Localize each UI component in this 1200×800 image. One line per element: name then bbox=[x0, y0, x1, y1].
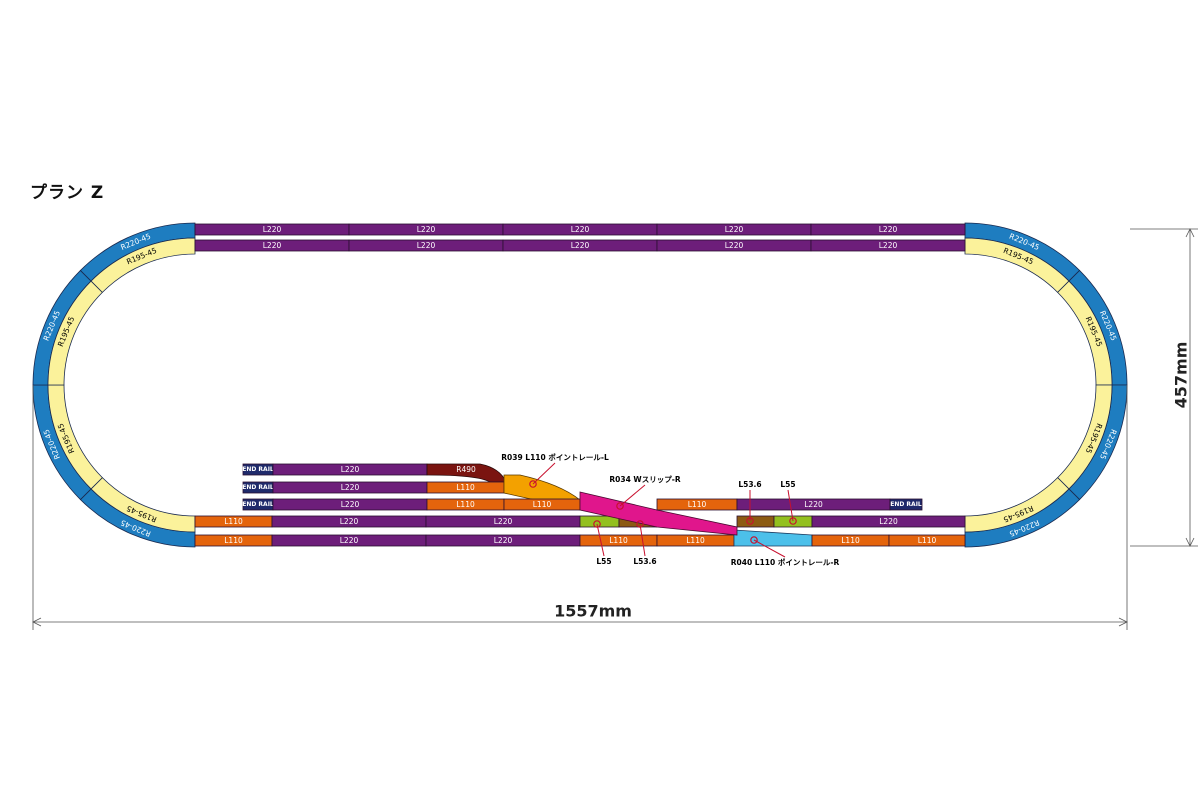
yard-l220-1-label: L220 bbox=[341, 465, 360, 474]
track-l220-top-inner-label: L220 bbox=[725, 241, 744, 250]
track-l220-bottom-label: L220 bbox=[340, 536, 359, 545]
track-l110-bottom-label: L110 bbox=[224, 536, 243, 545]
track-l220-top-inner-label: L220 bbox=[879, 241, 898, 250]
track-l220-inner-label: L220 bbox=[494, 517, 513, 526]
end-rail-4 bbox=[889, 498, 923, 511]
yard-l110-2-label: L110 bbox=[456, 483, 475, 492]
point-rail-right bbox=[733, 529, 813, 547]
track-l110-bottom bbox=[888, 534, 966, 547]
track-r490-label: R490 bbox=[456, 465, 476, 474]
callout-point-left-marker bbox=[529, 480, 537, 488]
track-l220-inner-label: L220 bbox=[879, 517, 898, 526]
end-rail-4-label: END RAIL bbox=[890, 501, 922, 508]
track-l220-top-inner-label: L220 bbox=[417, 241, 436, 250]
track-l220-top-outer-label: L220 bbox=[417, 225, 436, 234]
end-rail-3-label: END RAIL bbox=[242, 501, 274, 508]
callout-top-l55-leader bbox=[787, 489, 794, 522]
track-l220-top-outer-label: L220 bbox=[879, 225, 898, 234]
yard-l220-2-label: L220 bbox=[341, 483, 360, 492]
curved-track-group: R220-45R195-45R220-45R195-45R220-45R195-… bbox=[32, 222, 1128, 548]
callout-top-l53-marker bbox=[746, 517, 754, 525]
track-l110-bottom-label: L110 bbox=[609, 536, 628, 545]
callout-w-slip-leader bbox=[619, 484, 646, 507]
callout-top-l55-marker bbox=[789, 517, 797, 525]
callout-bottom-l53-leader bbox=[639, 523, 646, 557]
track-l220-bottom-label: L220 bbox=[494, 536, 513, 545]
dim-height-label: 457mm bbox=[1172, 342, 1191, 409]
dim-width-arrow-right bbox=[1118, 617, 1128, 627]
w-slip bbox=[579, 491, 738, 536]
callout-top-l53: L53.6 bbox=[738, 480, 761, 489]
track-l220-top-outer-label: L220 bbox=[571, 225, 590, 234]
track-l220-inner-label: L220 bbox=[340, 517, 359, 526]
track-l220-top-inner-label: L220 bbox=[571, 241, 590, 250]
callout-point-right-marker bbox=[750, 536, 758, 544]
callout-w-slip: R034 Wスリップ-R bbox=[609, 474, 680, 484]
callout-bottom-l53-marker bbox=[636, 520, 644, 528]
callout-bottom-l55: L55 bbox=[596, 557, 611, 566]
plan-title: プラン Z bbox=[30, 183, 105, 203]
callout-point-right: R040 L110 ポイントレール-R bbox=[731, 557, 840, 567]
track-l53-inner bbox=[736, 515, 775, 528]
yard-l220-right-label: L220 bbox=[804, 500, 823, 509]
track-l220-top-inner-label: L220 bbox=[263, 241, 282, 250]
track-l110-inner-label: L110 bbox=[224, 517, 243, 526]
track-l110-bottom-label: L110 bbox=[686, 536, 705, 545]
straight-track-group: L220 L220 L220 L220 L220 L220 L220 L220 L220 L220… bbox=[194, 223, 966, 547]
callout-point-left-leader bbox=[532, 462, 556, 485]
track-l220-top-inner bbox=[810, 239, 966, 252]
dim-height-arrow-top bbox=[1185, 228, 1195, 238]
annotation-group: R039 L110 ポイントレール-L R034 Wスリップ-R L53.6 L55 L… bbox=[32, 228, 1198, 630]
end-rail-1-label: END RAIL bbox=[242, 466, 274, 473]
track-l220-top-outer-label: L220 bbox=[263, 225, 282, 234]
end-rail-2-label: END RAIL bbox=[242, 484, 274, 491]
yard-l220-3-label: L220 bbox=[341, 500, 360, 509]
yard-l110-right-label: L110 bbox=[688, 500, 707, 509]
dim-width-label: 1557mm bbox=[554, 602, 632, 621]
callout-point-left: R039 L110 ポイントレール-L bbox=[501, 452, 609, 462]
track-l220-top-outer bbox=[810, 223, 966, 236]
track-l110-bottom-label: L110 bbox=[841, 536, 860, 545]
callout-bottom-l53: L53.6 bbox=[633, 557, 656, 566]
callout-top-l55: L55 bbox=[780, 480, 795, 489]
callout-bottom-l55-marker bbox=[593, 520, 601, 528]
dim-width-arrow-left bbox=[32, 617, 42, 627]
callout-point-right-leader bbox=[753, 539, 786, 558]
track-l220-inner bbox=[811, 515, 966, 528]
track-l110-bottom-label: L110 bbox=[918, 536, 937, 545]
callout-bottom-l55-leader bbox=[596, 523, 605, 557]
track-l220-top-outer-label: L220 bbox=[725, 225, 744, 234]
yard-l110-3b-label: L110 bbox=[533, 500, 552, 509]
dim-height-arrow-bottom bbox=[1185, 537, 1195, 547]
yard-l110-3a-label: L110 bbox=[456, 500, 475, 509]
callout-w-slip-marker bbox=[616, 502, 624, 510]
